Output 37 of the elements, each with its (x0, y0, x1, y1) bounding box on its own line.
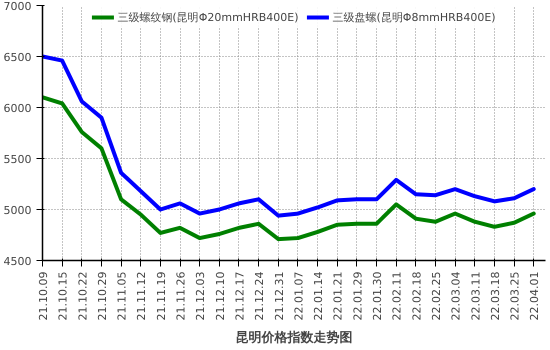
x-tick-label: 21.11.19 (154, 272, 168, 320)
x-tick-label: 21.11.26 (174, 272, 188, 320)
x-tick-label: 21.10.09 (37, 272, 50, 320)
legend-label: 三级螺纹钢(昆明Φ20mmHRB400E) (117, 10, 298, 24)
x-tick-label: 22.03.18 (488, 272, 502, 320)
x-tick-label: 22.03.25 (508, 272, 522, 320)
y-tick-label: 5000 (4, 204, 32, 217)
x-tick-label: 22.04.01 (528, 272, 542, 320)
x-tick-label: 21.12.24 (253, 272, 266, 320)
x-tick-label: 22.01.07 (292, 272, 306, 320)
y-tick-label: 6500 (4, 51, 32, 64)
legend-label: 三级盘螺(昆明Φ8mmHRB400E) (332, 10, 496, 24)
x-tick-label: 22.02.18 (410, 272, 424, 320)
x-tick-label: 22.01.29 (351, 272, 364, 320)
x-tick-label: 21.12.17 (233, 272, 246, 320)
x-tick-label: 21.12.10 (214, 272, 227, 320)
x-tick-label: 22.03.04 (450, 272, 463, 320)
x-tick-label: 21.10.29 (96, 272, 109, 320)
x-tick-label: 21.11.12 (135, 272, 148, 320)
x-tick-label: 22.01.30 (371, 272, 384, 320)
x-tick-label: 21.10.22 (76, 272, 90, 320)
x-tick-label: 22.02.25 (430, 272, 443, 320)
x-tick-label: 22.02.11 (390, 272, 404, 320)
x-tick-label: 21.12.03 (194, 272, 208, 320)
x-tick-label: 22.01.21 (332, 272, 345, 320)
y-tick-label: 5500 (4, 153, 32, 166)
x-tick-label: 21.10.15 (56, 272, 70, 320)
x-tick-label: 21.12.31 (272, 272, 286, 320)
line-series (42, 95, 536, 242)
x-tick-label: 21.11.05 (116, 272, 129, 320)
line-series (42, 54, 536, 218)
y-tick-label: 6000 (4, 102, 32, 115)
x-tick-label: 22.03.11 (469, 272, 482, 320)
text: 昆明价格指数走势图 (236, 330, 352, 346)
y-tick-label: 4500 (4, 255, 32, 268)
x-tick-label: 22.01.14 (312, 272, 326, 320)
y-tick-label: 7000 (4, 0, 32, 13)
